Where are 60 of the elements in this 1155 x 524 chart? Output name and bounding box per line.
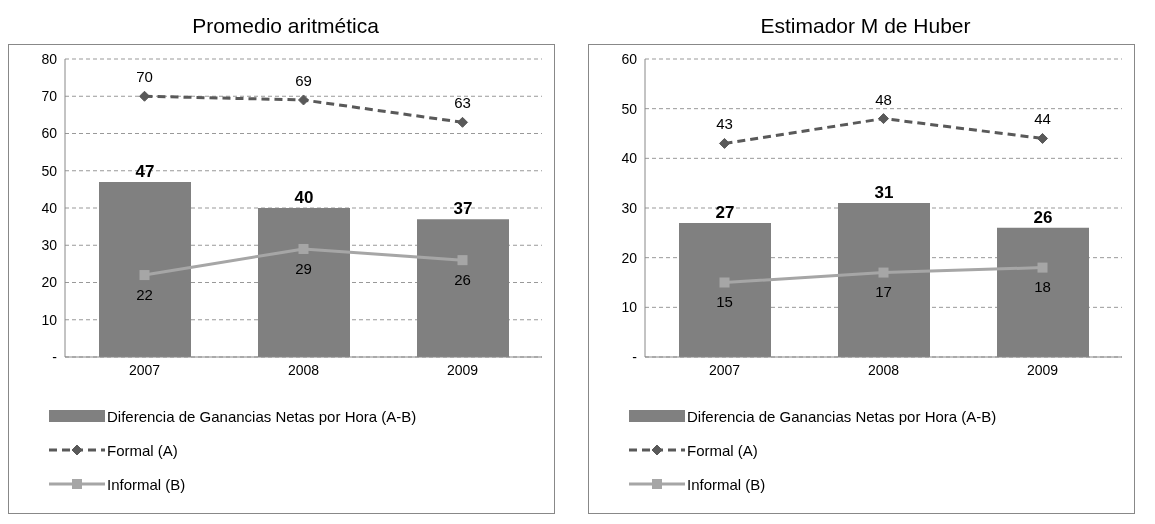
x-tick-label: 2007 [128,361,161,378]
legend-label: Formal (A) [687,441,758,459]
data-label: 22 [136,285,153,303]
data-label: 31 [874,183,894,203]
data-label: 27 [715,202,735,222]
point [878,267,889,278]
y-tick-label: 60 [621,50,638,67]
point [457,116,468,128]
y-tick-label: 20 [621,249,638,266]
y-tick-label: 30 [621,199,638,216]
data-label: 63 [454,94,471,112]
point [139,90,150,102]
point [298,94,309,106]
legend-label: Diferencia de Ganancias Netas por Hora (A-B) [107,407,417,425]
legend-label: Formal (A) [107,441,178,459]
data-label: 15 [716,293,733,311]
y-tick-label: - [632,348,638,365]
data-label: 40 [294,188,314,207]
data-label: 26 [1033,207,1053,227]
point [139,270,150,281]
y-tick-label: 10 [41,311,58,328]
data-label: 18 [1034,278,1051,296]
y-tick-label: 20 [41,274,58,291]
data-label: 43 [716,115,733,133]
y-tick-label: 10 [621,299,638,316]
data-label: 48 [875,90,892,108]
x-tick-label: 2009 [1026,361,1059,378]
y-tick-label: - [52,348,58,365]
y-tick-label: 50 [41,162,58,179]
x-tick-label: 2008 [287,361,320,378]
y-tick-label: 80 [41,50,58,67]
data-label: 47 [135,161,155,181]
data-label: 44 [1034,110,1051,128]
point [878,113,889,125]
point [719,137,730,149]
y-tick-label: 40 [41,199,58,216]
point [1037,262,1048,273]
chart-title: Estimador M de Huber [759,13,972,39]
point [719,277,730,288]
y-tick-label: 30 [41,237,58,254]
y-tick-label: 50 [621,100,638,117]
data-label: 17 [875,283,892,301]
data-label: 70 [136,68,153,86]
x-tick-label: 2009 [446,361,479,378]
point [298,243,309,254]
y-tick-label: 60 [41,125,58,142]
x-tick-label: 2008 [867,361,900,378]
y-tick-label: 70 [41,88,58,105]
point [457,255,468,266]
data-label: 26 [454,270,471,288]
data-label: 37 [453,199,473,219]
data-label: 29 [295,259,312,277]
data-label: 69 [295,71,312,89]
chart-title: Promedio aritmética [191,13,380,39]
point [1037,132,1048,144]
legend-label: Diferencia de Ganancias Netas por Hora (A-B) [687,407,997,425]
y-tick-label: 40 [621,150,638,167]
legend-label: Informal (B) [687,475,766,493]
legend-label: Informal (B) [107,475,186,493]
x-tick-label: 2007 [708,361,741,378]
